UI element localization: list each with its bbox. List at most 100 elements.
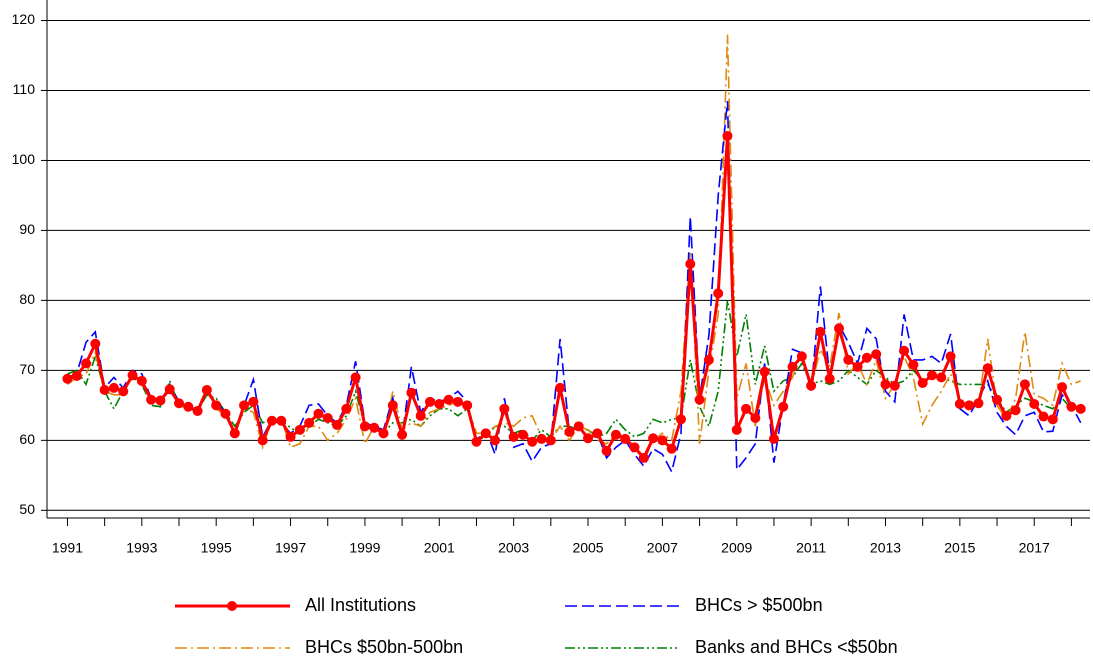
point <box>555 382 566 393</box>
point <box>815 326 826 337</box>
point <box>899 345 910 356</box>
x-tick-label: 1997 <box>275 540 306 556</box>
legend-label: BHCs > $500bn <box>695 595 823 615</box>
point <box>499 403 510 414</box>
point <box>1038 411 1049 422</box>
point <box>564 426 575 437</box>
point <box>90 338 101 349</box>
point <box>685 258 696 269</box>
point <box>322 412 333 423</box>
point <box>824 373 835 384</box>
point <box>657 435 668 446</box>
point <box>731 424 742 435</box>
point <box>583 433 594 444</box>
point <box>229 428 240 439</box>
point <box>508 431 519 442</box>
point <box>192 405 203 416</box>
x-tick-label: 2005 <box>572 540 603 556</box>
point <box>517 429 528 440</box>
point <box>1029 398 1040 409</box>
point <box>527 436 538 447</box>
point <box>462 400 473 411</box>
x-tick-label: 1991 <box>52 540 83 556</box>
point <box>443 394 454 405</box>
point <box>341 403 352 414</box>
point <box>118 386 129 397</box>
series-line <box>67 34 1081 463</box>
y-tick-label: 60 <box>19 431 35 447</box>
point <box>304 417 315 428</box>
point <box>211 400 222 411</box>
point <box>573 421 584 432</box>
point <box>424 396 435 407</box>
point <box>592 428 603 439</box>
point <box>973 398 984 409</box>
x-tick-label: 1993 <box>126 540 157 556</box>
point <box>759 366 770 377</box>
point <box>220 408 231 419</box>
point <box>722 130 733 141</box>
series-line <box>67 100 1082 475</box>
x-tick-label: 2007 <box>647 540 678 556</box>
point <box>787 361 798 372</box>
point <box>239 400 250 411</box>
point <box>852 361 863 372</box>
legend-label: BHCs $50bn-500bn <box>305 637 463 657</box>
point <box>834 323 845 334</box>
y-tick-label: 100 <box>12 151 36 167</box>
point <box>266 415 277 426</box>
point <box>917 377 928 388</box>
point <box>127 370 138 381</box>
legend-label: All Institutions <box>305 595 416 615</box>
point <box>1019 379 1030 390</box>
x-tick-label: 2015 <box>944 540 975 556</box>
point <box>843 354 854 365</box>
point <box>378 428 389 439</box>
point <box>620 433 631 444</box>
point <box>350 372 361 383</box>
point <box>471 436 482 447</box>
series-line <box>67 135 1082 461</box>
point <box>480 428 491 439</box>
x-tick-label: 2003 <box>498 540 529 556</box>
y-tick-label: 80 <box>19 291 35 307</box>
point <box>638 452 649 463</box>
y-tick-label: 120 <box>12 11 36 27</box>
point <box>415 410 426 421</box>
y-tick-label: 110 <box>13 81 36 97</box>
point <box>257 435 268 446</box>
point <box>434 398 445 409</box>
y-tick-label: 70 <box>19 361 35 377</box>
point <box>703 354 714 365</box>
point <box>81 358 92 369</box>
point <box>936 372 947 383</box>
legend-label: Banks and BHCs <$50bn <box>695 637 898 657</box>
x-tick-label: 1999 <box>349 540 380 556</box>
point <box>861 352 872 363</box>
point <box>99 384 110 395</box>
point <box>713 288 724 299</box>
point <box>369 422 380 433</box>
point <box>313 408 324 419</box>
point <box>164 384 175 395</box>
point <box>490 435 501 446</box>
point <box>926 370 937 381</box>
y-tick-label: 90 <box>19 221 35 237</box>
x-tick-label: 2009 <box>721 540 752 556</box>
point <box>201 384 212 395</box>
point <box>806 380 817 391</box>
point <box>1066 401 1077 412</box>
point <box>750 412 761 423</box>
point <box>545 435 556 446</box>
point <box>452 396 463 407</box>
point <box>778 401 789 412</box>
point <box>741 403 752 414</box>
point <box>285 431 296 442</box>
point <box>276 415 287 426</box>
point <box>1075 403 1086 414</box>
point <box>406 387 417 398</box>
point <box>1057 382 1068 393</box>
point <box>945 351 956 362</box>
point <box>982 363 993 374</box>
point <box>174 398 185 409</box>
